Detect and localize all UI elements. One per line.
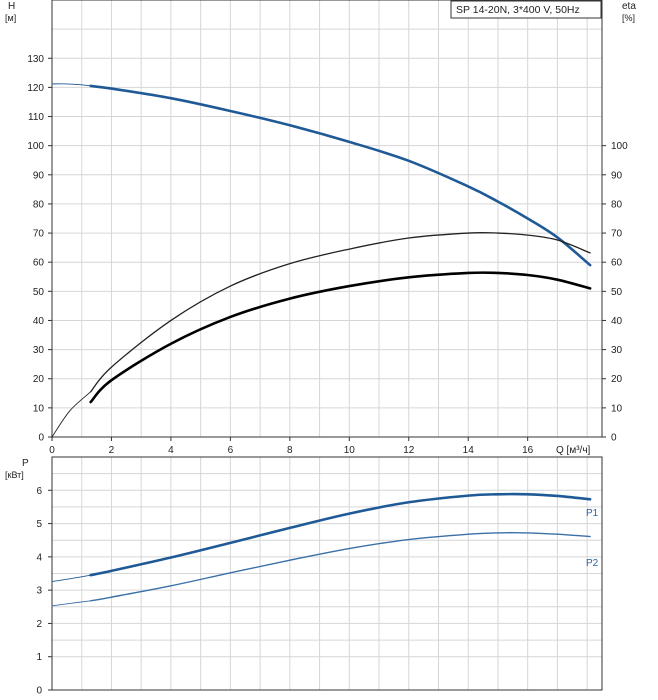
y-tick-label: 2: [36, 619, 42, 630]
curve-efficiency-thick: [89, 271, 592, 404]
y-tick-label: 3: [36, 586, 42, 597]
y-tick-label: 30: [33, 345, 45, 356]
y-tick-label: 110: [28, 112, 44, 123]
y-tick-label: 80: [33, 199, 45, 210]
y2-tick-label: 90: [611, 170, 623, 181]
y-tick-label: 10: [33, 403, 45, 414]
y2-tick-label: 70: [611, 229, 623, 240]
y-tick-label: 40: [33, 316, 45, 327]
top-panel-series: [51, 83, 592, 438]
curve-extension-p1: [51, 574, 92, 582]
y-tick-label: 120: [27, 83, 44, 94]
curve-extension-efficiency-thin: [51, 391, 92, 438]
y-axis-label-p: P: [22, 458, 29, 469]
top-panel-grid: [52, 0, 602, 437]
x-tick-label: 10: [344, 445, 356, 456]
y-tick-label: 130: [27, 54, 44, 65]
x-tick-label: 0: [49, 445, 55, 456]
y-tick-label: 5: [36, 519, 42, 530]
y2-axis-label-eta: eta: [622, 1, 636, 12]
bottom-panel-axes: 0 1 2 3 4 5 6: [36, 486, 52, 697]
top-panel-axes: 0102030405060708090100110120130010203040…: [27, 54, 628, 456]
x-tick-label: 14: [463, 445, 475, 456]
x-tick-label: 12: [403, 445, 415, 456]
y-tick-label: 0: [36, 686, 42, 697]
series-label-p2: P2: [586, 558, 599, 569]
y-tick-label: 6: [36, 486, 42, 497]
x-tick-label: 8: [287, 445, 293, 456]
y-tick-label: 90: [33, 170, 45, 181]
y2-tick-label: 10: [611, 403, 623, 414]
y-tick-label: 70: [33, 229, 45, 240]
y-tick-label: 0: [38, 433, 44, 444]
x-tick-label: 2: [109, 445, 115, 456]
chart-title-box: [450, 0, 602, 19]
curve-efficiency-thin: [90, 231, 591, 393]
bottom-panel-series: [51, 492, 592, 607]
y-axis-unit-h: [м]: [5, 13, 16, 23]
curve-power-p2: [89, 532, 591, 602]
y-tick-label: 1: [36, 652, 42, 663]
y2-tick-label: 50: [611, 287, 623, 298]
y2-tick-label: 100: [611, 141, 628, 152]
curve-head: [89, 84, 592, 267]
top-panel-frame: [51, 0, 603, 438]
y-tick-label: 100: [27, 141, 44, 152]
curve-extension-head: [51, 83, 92, 87]
y2-tick-label: 0: [611, 433, 617, 444]
y2-tick-label: 60: [611, 258, 623, 269]
x-tick-label: 4: [168, 445, 174, 456]
curve-power-p1: [89, 492, 592, 577]
y-axis-label-h: H: [8, 1, 15, 12]
y-tick-label: 20: [33, 374, 45, 385]
y2-tick-label: 30: [611, 345, 623, 356]
chart-title: SP 14-20N, 3*400 V, 50Hz: [456, 4, 580, 16]
series-label-p1: P1: [586, 508, 599, 519]
bottom-panel-frame: [51, 456, 603, 691]
y2-tick-label: 80: [611, 199, 623, 210]
x-tick-label: 16: [522, 445, 534, 456]
y-axis-unit-p: [кВт]: [5, 470, 24, 480]
bottom-panel-grid: [52, 456, 602, 690]
x-axis-label-q: Q [м³/ч]: [556, 445, 591, 456]
y-tick-label: 60: [33, 258, 45, 269]
y-tick-label: 4: [36, 552, 42, 563]
y2-tick-label: 20: [611, 374, 623, 385]
curve-extension-p2: [51, 600, 92, 607]
x-tick-label: 6: [228, 445, 234, 456]
y2-axis-unit-eta: [%]: [622, 13, 635, 23]
y2-tick-label: 40: [611, 316, 623, 327]
y-tick-label: 50: [33, 287, 45, 298]
